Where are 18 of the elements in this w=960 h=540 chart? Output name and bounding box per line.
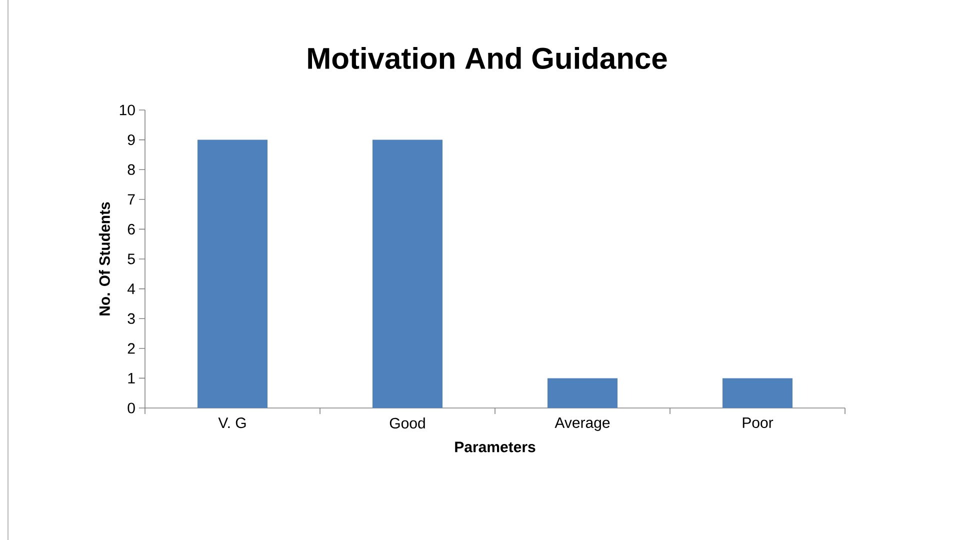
x-tick-label: V. G (218, 418, 246, 428)
y-tick-label: 3 (128, 313, 135, 324)
y-tick-label: 7 (128, 194, 135, 205)
y-tick-label: 9 (128, 134, 135, 146)
y-tick-label: 6 (128, 224, 135, 234)
y-tick-label: 5 (128, 254, 135, 264)
chart-title: Motivation And Guidance (308, 46, 667, 70)
y-tick-label: 8 (128, 164, 135, 175)
y-tick-label: 2 (128, 343, 135, 354)
y-axis-title: No. Of Students (98, 202, 110, 316)
x-tick-label: Average (554, 418, 610, 431)
y-tick-label: 4 (127, 284, 136, 294)
x-axis-title: Parameters (455, 442, 536, 452)
x-tick-label: Good (390, 418, 425, 429)
x-tick-label: Poor (742, 418, 774, 428)
y-tick-label: 0 (128, 402, 135, 414)
y-tick-label: 1 (128, 373, 135, 384)
y-tick-label: 10 (120, 104, 135, 116)
